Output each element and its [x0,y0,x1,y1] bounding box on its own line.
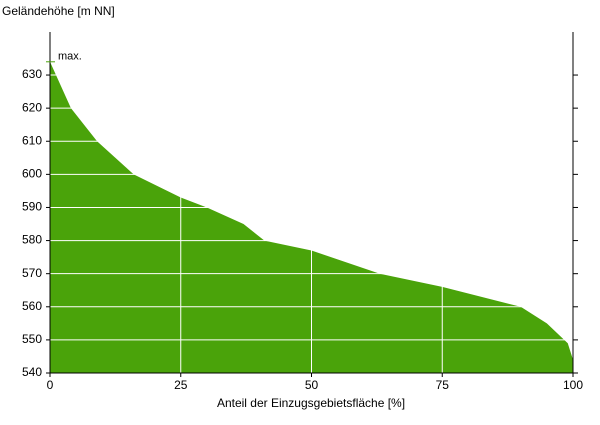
y-tick-label: 610 [22,133,42,147]
y-axis-label: Geländehöhe [m NN] [2,4,115,18]
y-tick-label: 580 [22,233,42,247]
y-tick-label: 600 [22,167,42,181]
annotation: max. [58,51,82,63]
y-tick-label: 570 [22,266,42,280]
y-tick-label: 560 [22,299,42,313]
x-axis-label: Anteil der Einzugsgebietsfläche [%] [217,396,405,410]
y-tick-label: 550 [22,332,42,346]
y-tick-label: 590 [22,200,42,214]
x-tick-label: 75 [436,378,450,392]
x-tick-label: 0 [47,378,54,392]
x-tick-label: 100 [563,378,583,392]
y-tick-label: 620 [22,100,42,114]
y-tick-label: 540 [22,365,42,379]
y-tick-label: 630 [22,67,42,81]
x-tick-label: 25 [174,378,188,392]
x-tick-label: 50 [305,378,319,392]
